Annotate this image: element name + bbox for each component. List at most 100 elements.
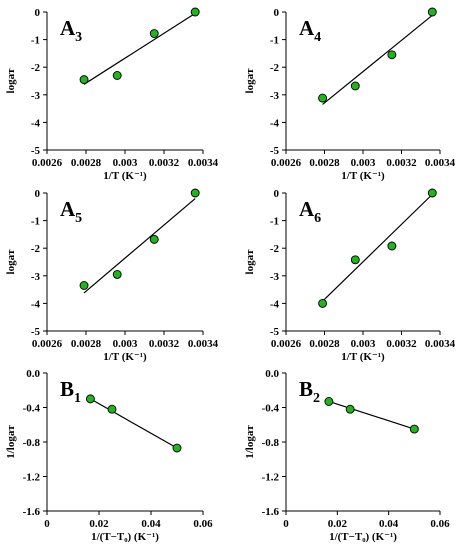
y-tick-label: -2 [270,62,280,74]
y-tick-label: -4 [270,117,280,129]
x-axis-label: 1/T (K⁻¹) [341,351,385,363]
data-point [350,255,360,265]
x-tick-label: 0.003 [113,338,138,350]
y-tick-label: -0.4 [23,403,41,415]
data-point [427,7,437,17]
y-tick-label: -1 [31,216,40,228]
y-tick-label: -5 [270,145,280,157]
data-point [324,397,334,406]
x-axis-label: 1/(T−T₀) (K⁻¹) [91,531,159,543]
x-tick-label: 0.02 [89,518,109,530]
panel-label-letter: A [299,16,315,40]
fit-line [83,12,196,85]
x-axis-label: 1/T (K⁻¹) [341,170,385,182]
data-point [107,404,117,414]
fit-line [322,193,433,302]
x-tick-label: 0.0026 [32,338,63,350]
panel-label-letter: A [60,197,76,221]
panel-label: A5 [60,197,82,226]
chart-panel-b1: 0.0 -0.4 -0.8 -1.2 -1.60 0.02 0.04 0.06 1/(T−T₀)… [5,368,213,543]
panel-label-letter: B [299,377,313,401]
y-tick-label: -1.2 [262,472,280,484]
data-point [409,424,419,434]
data-point [318,298,328,308]
y-tick-label: -5 [270,326,280,338]
panel-label-subscript: 2 [313,391,320,406]
y-tick-label: 0 [35,188,41,200]
panel-label-subscript: 5 [75,211,82,226]
x-axis-label: 1/T (K⁻¹) [103,351,147,363]
x-tick-label: 0.0034 [188,338,219,350]
x-tick-label: 0.0026 [271,157,302,169]
data-point [318,93,328,103]
panel-label-subscript: 6 [314,211,321,226]
y-tick-label: 0 [35,7,41,19]
data-point [190,7,200,17]
y-tick-label: -4 [31,117,41,129]
y-tick-label: -3 [31,271,41,283]
fit-line [90,398,178,449]
y-axis-label: 1/logaᴛ [244,425,256,459]
chart-panel-a6: 0 -1 -2 -3 -4 -50.0026 0.0028 0.003 0.0032 0.0034… [244,188,456,363]
fit-line [83,198,196,294]
y-tick-label: -1 [270,216,279,228]
y-tick-label: -1.6 [23,506,41,518]
y-tick-label: -4 [31,298,41,310]
data-point [387,241,397,251]
x-tick-label: 0.003 [351,157,376,169]
panel-label: B1 [60,377,81,406]
panel-label-subscript: 1 [74,391,81,406]
data-point [149,29,159,38]
y-tick-label: -3 [270,90,280,102]
chart-panel-a5: 0 -1 -2 -3 -4 -50.0026 0.0028 0.003 0.0032 0.0034… [5,188,219,363]
y-axis-label: logaᴛ [5,249,17,275]
data-point [79,75,89,85]
fit-line [322,14,433,105]
x-tick-label: 0.0026 [271,338,302,350]
data-point [79,281,89,290]
data-point [350,81,360,91]
data-point [172,443,182,453]
y-axis-label: logaᴛ [244,249,256,275]
x-axis-label: 1/T (K⁻¹) [103,170,147,182]
y-tick-label: -0.8 [262,437,280,449]
chart-panel-a3: 0 -1 -2 -3 -4 -50.0026 0.0028 0.003 0.0032 0.0034… [5,7,219,182]
x-tick-label: 0.0034 [425,157,456,169]
x-tick-label: 0.02 [328,518,348,530]
y-tick-label: -0.4 [262,403,280,415]
x-tick-label: 0.0028 [309,338,340,350]
data-point [149,234,159,244]
x-tick-label: 0.0032 [386,338,417,350]
x-tick-label: 0 [44,518,50,530]
data-point [85,394,95,404]
data-point [427,188,437,198]
x-tick-label: 0.003 [351,338,376,350]
panel-label-letter: A [299,197,315,221]
x-tick-label: 0.0032 [386,157,417,169]
y-tick-label: 0 [274,188,280,200]
panel-label-letter: A [60,16,76,40]
panel-label-letter: B [60,377,74,401]
y-tick-label: -2 [270,243,280,255]
panel-label: A4 [299,16,321,45]
x-axis-label: 1/(T−T₀) (K⁻¹) [329,531,397,543]
chart-panel-a4: 0 -1 -2 -3 -4 -50.0026 0.0028 0.003 0.0032 0.0034… [244,7,456,182]
y-axis-label: logaᴛ [244,68,256,94]
y-tick-label: -1 [270,35,279,47]
data-point [387,50,397,60]
x-tick-label: 0.06 [430,518,450,530]
panel-label-subscript: 3 [75,30,82,45]
y-tick-label: -1.2 [23,472,41,484]
x-tick-label: 0 [283,518,289,530]
x-tick-label: 0.06 [193,518,213,530]
y-tick-label: 0.0 [26,368,40,380]
data-point [112,269,122,279]
chart-panel-b2: 0.0 -0.4 -0.8 -1.2 -1.60 0.02 0.04 0.06 1/(T−T₀)… [244,368,450,543]
x-tick-label: 0.0028 [71,338,102,350]
y-tick-label: 0.0 [265,368,279,380]
y-axis-label: 1/logaᴛ [5,425,17,459]
x-tick-label: 0.0028 [309,157,340,169]
y-tick-label: -5 [31,326,41,338]
x-tick-label: 0.04 [141,518,161,530]
